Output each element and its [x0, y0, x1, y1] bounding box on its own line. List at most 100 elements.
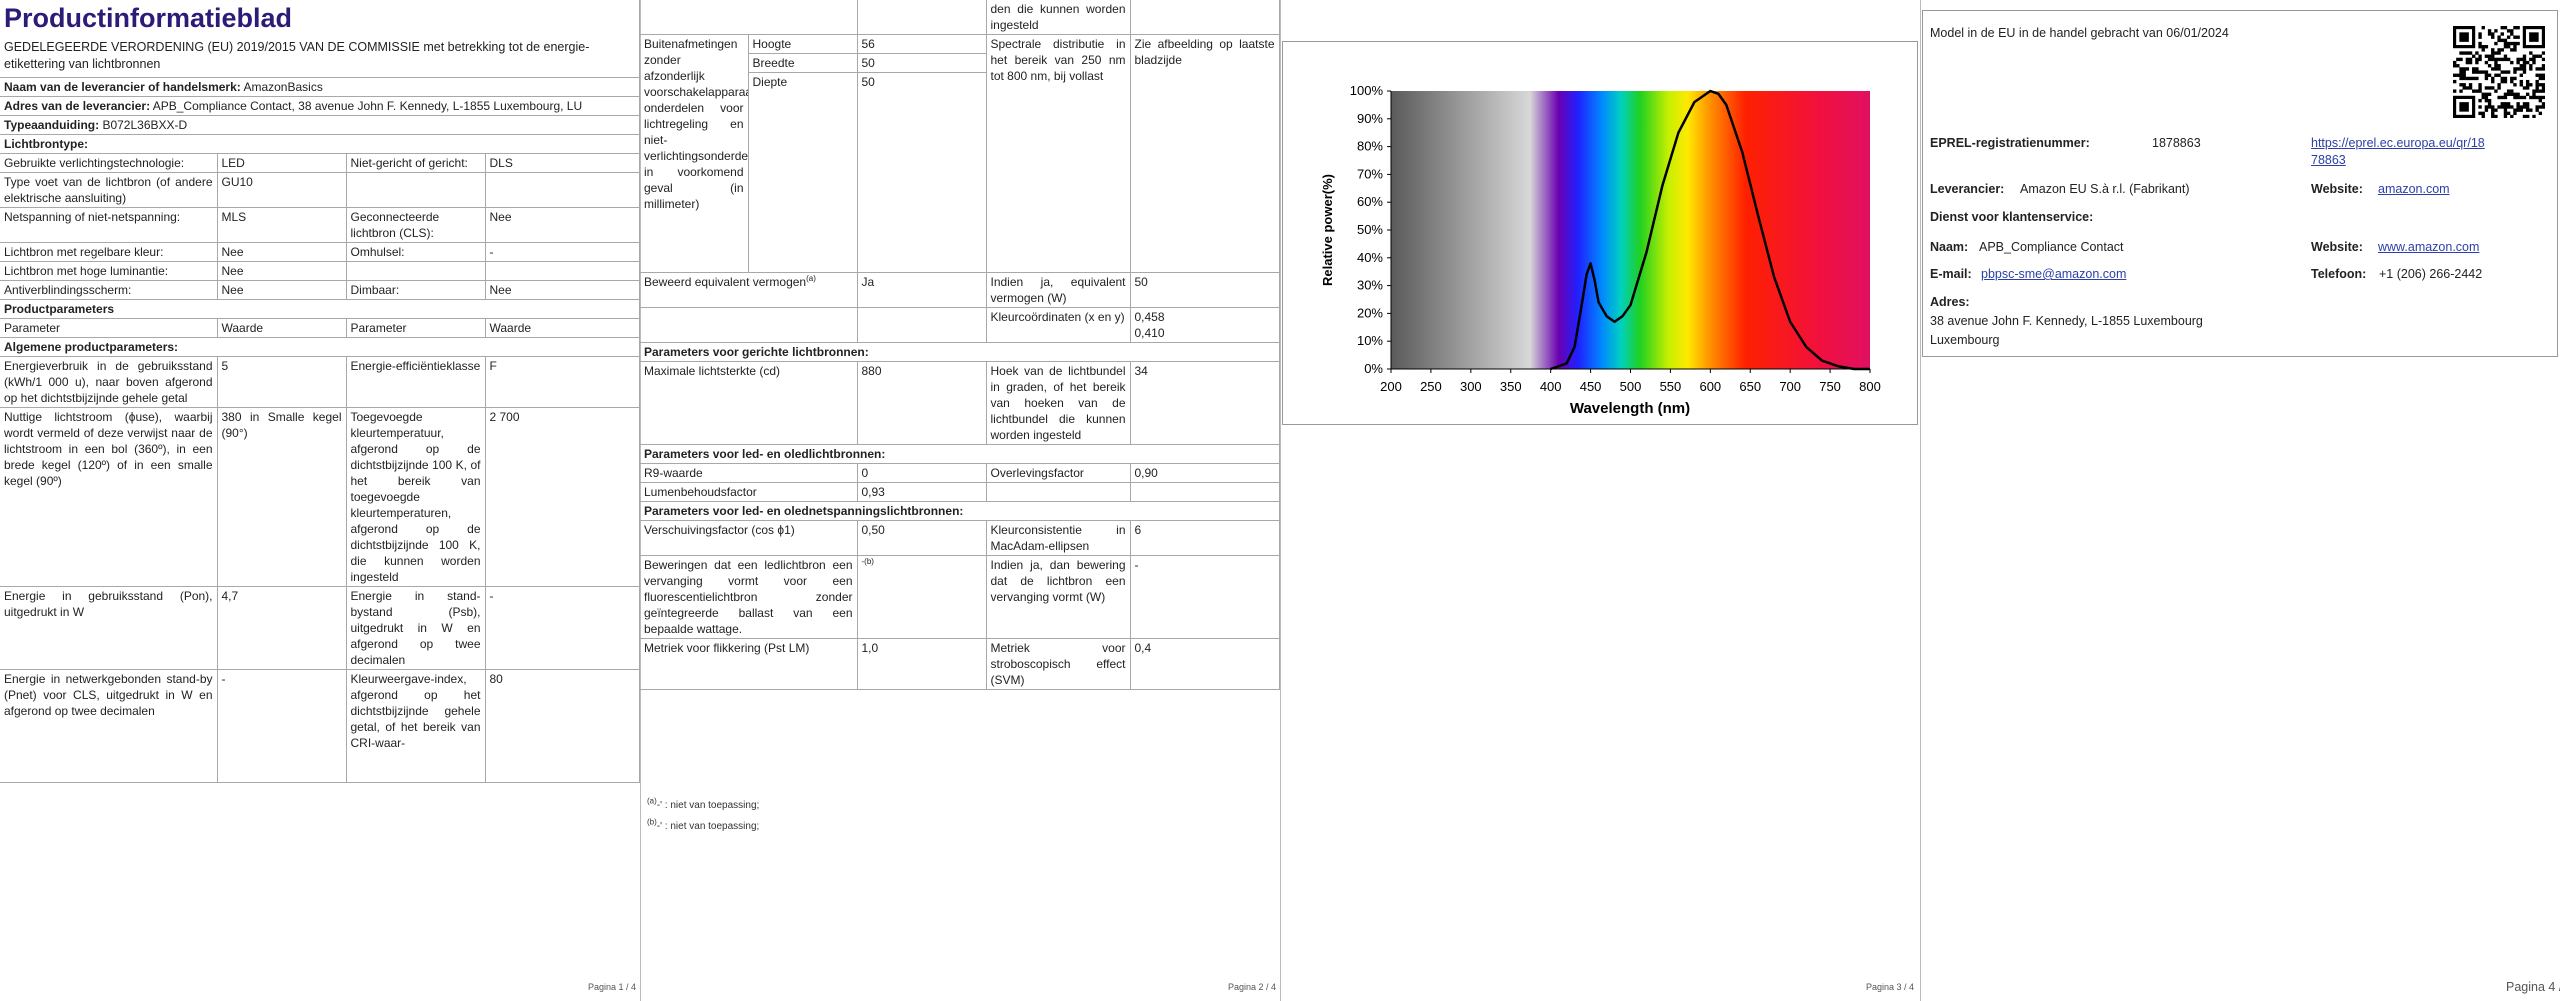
qr-module	[2500, 57, 2504, 62]
qr-module	[2503, 26, 2508, 30]
table-cell: R9-waarde	[640, 463, 858, 483]
table-cell	[856, 0, 987, 35]
email-link[interactable]: pbpsc-sme@amazon.com	[1981, 267, 2127, 281]
qr-module	[2522, 67, 2527, 71]
table-cell: Nee	[484, 207, 640, 243]
qr-module	[2519, 95, 2523, 100]
table-cell: Nee	[216, 261, 347, 281]
table-cell: Antiverblindingsscherm:	[0, 280, 218, 300]
qr-module	[2468, 83, 2473, 87]
qr-module	[2529, 67, 2533, 71]
qr-module	[2541, 57, 2545, 62]
qr-module	[2484, 54, 2489, 58]
table-cell	[345, 261, 486, 281]
qr-module	[2500, 32, 2504, 36]
qr-module	[2487, 57, 2492, 62]
qr-module	[2510, 105, 2514, 109]
table-cell: 0,50	[856, 520, 987, 556]
table-cell: Nuttige lichtstroom (ϕuse), waarbij word…	[0, 407, 218, 587]
qr-module	[2522, 105, 2527, 109]
table-cell: Typeaanduiding: B072L36BXX-D	[0, 115, 640, 135]
qr-module	[2506, 35, 2511, 39]
qr-module	[2506, 105, 2511, 109]
qr-module	[2532, 57, 2536, 62]
qr-module	[2468, 57, 2473, 62]
qr-module	[2500, 70, 2504, 74]
y-tick-label: 50%	[1357, 222, 1383, 237]
qr-module	[2494, 57, 2498, 62]
x-tick-label: 450	[1580, 379, 1602, 394]
table-cell: 0,458 0,410	[1129, 307, 1280, 343]
qr-module	[2491, 35, 2495, 39]
qr-module	[2516, 102, 2520, 106]
qr-module	[2525, 86, 2530, 90]
website-link[interactable]: amazon.com	[2378, 182, 2450, 196]
qr-module	[2465, 57, 2470, 62]
x-tick-label: 500	[1620, 379, 1642, 394]
qr-module	[2468, 51, 2473, 55]
table-row: Maximale lichtsterkte (cd) 880 Hoek van de…	[640, 361, 1280, 445]
table-row: Naam van de leverancier of handelsmerk: …	[0, 77, 640, 97]
table-row: Diepte 50	[640, 72, 1279, 273]
qr-module	[2513, 92, 2517, 96]
qr-module	[2541, 86, 2545, 90]
x-tick-label: 550	[1660, 379, 1682, 394]
qr-module	[2484, 73, 2489, 77]
qr-module	[2484, 105, 2489, 109]
qr-module	[2519, 83, 2523, 87]
qr-module	[2453, 79, 2457, 84]
qr-module	[2532, 92, 2536, 96]
qr-module	[2494, 60, 2498, 65]
qr-module	[2494, 51, 2498, 55]
table-cell: Adres van de leverancier: APB_Compliance…	[0, 96, 640, 116]
table-cell: 80	[484, 669, 640, 783]
qr-module	[2497, 64, 2501, 68]
qr-module	[2506, 92, 2511, 96]
qr-module	[2481, 114, 2485, 118]
qr-module	[2529, 51, 2533, 55]
qr-module	[2532, 95, 2536, 100]
qr-module	[2519, 64, 2523, 68]
table-cell: Geconnecteerde lichtbron (CLS):	[345, 207, 486, 243]
qr-module	[2459, 73, 2463, 77]
qr-module	[2513, 67, 2517, 71]
table-cell: 0,93	[856, 482, 987, 502]
market-date: Model in de EU in de handel gebracht van…	[1930, 26, 2229, 40]
table-cell: -	[1129, 555, 1280, 639]
eprel-link[interactable]: https://eprel.ec.europa.eu/qr/18 78863	[2311, 136, 2485, 167]
qr-module	[2484, 98, 2489, 103]
table-cell: Niet-gericht of gericht:	[345, 153, 486, 173]
qr-module	[2500, 102, 2504, 106]
qr-module	[2453, 89, 2457, 93]
table-cell: 5	[216, 356, 347, 408]
qr-module	[2468, 86, 2473, 90]
qr-module	[2462, 86, 2466, 90]
qr-module	[2491, 114, 2495, 118]
label: Leverancier:	[1930, 182, 2005, 196]
table-row: Parameters voor gerichte lichtbronnen:	[640, 342, 1280, 362]
qr-finder	[2529, 32, 2539, 42]
qr-module	[2522, 60, 2527, 65]
table-cell: Waarde	[216, 318, 347, 338]
qr-module	[2491, 67, 2495, 71]
qr-module	[2503, 111, 2508, 116]
website-link[interactable]: www.amazon.com	[2378, 240, 2480, 254]
qr-module	[2535, 108, 2539, 112]
qr-module	[2510, 89, 2514, 93]
qr-module	[2513, 111, 2517, 116]
qr-module	[2516, 108, 2520, 112]
qr-module	[2453, 73, 2457, 77]
table-cell	[640, 0, 858, 35]
qr-module	[2481, 111, 2485, 116]
qr-module	[2497, 105, 2501, 109]
x-tick-label: 800	[1859, 379, 1881, 394]
qr-module	[2532, 54, 2536, 58]
qr-module	[2465, 86, 2470, 90]
table-cell: Dimbaar:	[345, 280, 486, 300]
text: Leverancier:	[1930, 181, 2004, 197]
qr-module	[2525, 108, 2530, 112]
qr-module	[2513, 26, 2517, 30]
qr-module	[2513, 35, 2517, 39]
qr-finder	[2459, 32, 2469, 42]
table-cell: Toegevoegde kleurtemperatuur, afgerond o…	[345, 407, 486, 587]
